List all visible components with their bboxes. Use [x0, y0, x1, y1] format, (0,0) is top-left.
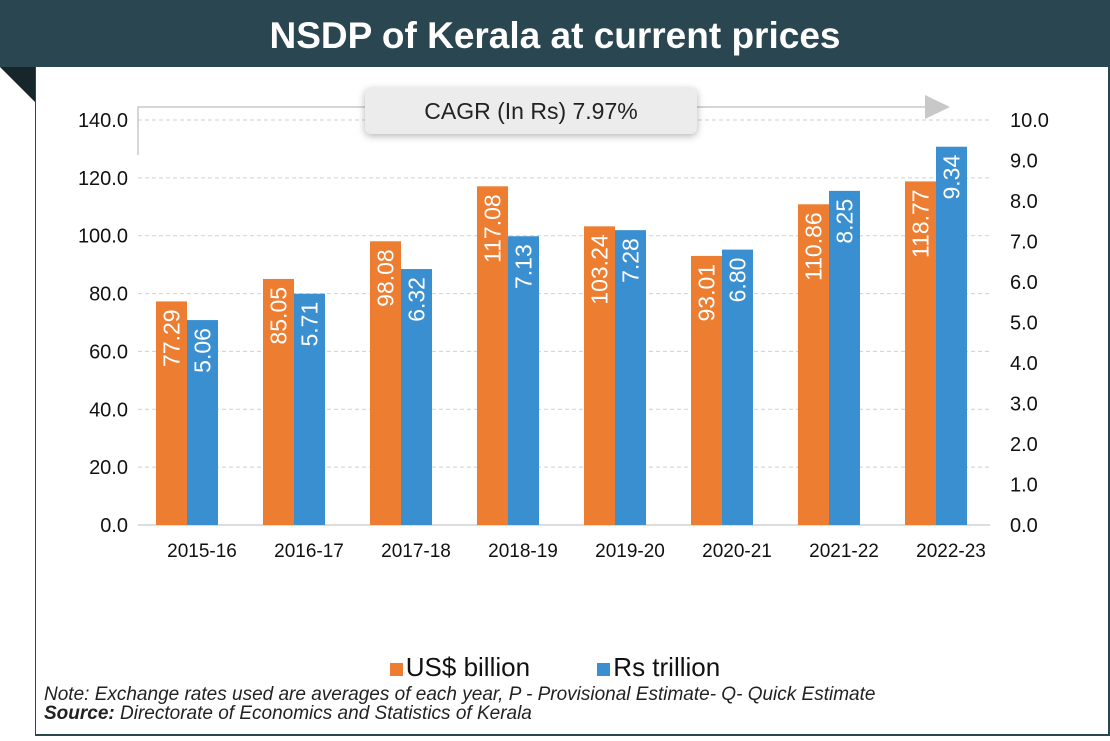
- x-tick-label: 2022-23: [916, 541, 986, 562]
- legend-swatch-usd: [389, 663, 403, 676]
- y-left-tick-label: 20.0: [89, 457, 128, 479]
- source-label: Source:: [44, 703, 115, 724]
- data-label: 9.34: [939, 155, 965, 200]
- data-label: 93.01: [694, 264, 720, 322]
- bar-usd: [370, 241, 401, 526]
- y-right-tick-label: 6.0: [1010, 272, 1038, 294]
- y-left-tick-label: 60.0: [89, 341, 128, 363]
- data-label: 77.29: [159, 309, 185, 367]
- bar-usd: [691, 255, 722, 525]
- legend-label-usd: US$ billion: [405, 652, 531, 682]
- legend-item-usd: US$ billion: [389, 652, 531, 683]
- bar-rs: [508, 236, 539, 526]
- y-right-tick-label: 8.0: [1010, 191, 1038, 213]
- cagr-arrowhead-icon: [925, 95, 950, 119]
- bar-rs: [401, 269, 432, 525]
- y-left-tick-label: 140.0: [78, 110, 128, 132]
- bar-usd: [263, 278, 294, 525]
- y-right-tick-label: 1.0: [1010, 475, 1038, 497]
- y-right-tick-label: 7.0: [1010, 232, 1038, 254]
- x-tick-label: 2015-16: [167, 541, 237, 562]
- data-label: 7.13: [511, 244, 537, 289]
- data-label: 117.08: [480, 194, 506, 263]
- data-label: 5.06: [190, 328, 216, 373]
- data-label: 7.28: [618, 238, 644, 283]
- bar-rs: [936, 146, 967, 526]
- y-right-tick-label: 9.0: [1010, 151, 1038, 173]
- y-left-tick-label: 120.0: [78, 168, 128, 190]
- legend-swatch-rs: [597, 663, 611, 676]
- y-right-tick-label: 3.0: [1010, 394, 1038, 416]
- data-label: 6.80: [725, 258, 751, 303]
- source-text: Directorate of Economics and Statistics …: [114, 703, 532, 724]
- cagr-annotation: CAGR (In Rs) 7.97%: [365, 88, 697, 134]
- chart-frame: [35, 67, 1110, 736]
- data-label: 103.24: [587, 234, 613, 305]
- bar-rs: [829, 190, 860, 525]
- bar-rs: [187, 320, 218, 525]
- y-left-tick-label: 0.0: [100, 515, 128, 537]
- data-label: 85.05: [266, 287, 292, 345]
- x-tick-label: 2020-21: [702, 541, 772, 562]
- y-left-tick-label: 80.0: [89, 284, 128, 306]
- y-right-tick-label: 4.0: [1010, 353, 1038, 375]
- legend-item-rs: Rs trillion: [597, 652, 720, 683]
- bar-rs: [294, 293, 325, 525]
- legend: US$ billion Rs trillion: [0, 652, 1110, 683]
- bar-usd: [584, 226, 615, 525]
- bar-usd: [477, 186, 508, 525]
- y-right-tick-label: 2.0: [1010, 434, 1038, 456]
- data-label: 118.77: [908, 189, 934, 258]
- y-left-tick-label: 100.0: [78, 226, 128, 248]
- bar-rs: [722, 249, 753, 525]
- data-label: 98.08: [373, 249, 399, 307]
- bar-rs: [615, 230, 646, 525]
- data-label: 6.32: [404, 277, 430, 322]
- corner-decoration: [0, 67, 36, 103]
- x-tick-label: 2016-17: [274, 541, 344, 562]
- bar-usd: [156, 301, 187, 525]
- x-tick-label: 2018-19: [488, 541, 558, 562]
- x-tick-label: 2017-18: [381, 541, 451, 562]
- bar-usd: [905, 181, 936, 526]
- chart-title: NSDP of Kerala at current prices: [0, 0, 1110, 67]
- y-right-tick-label: 10.0: [1010, 110, 1049, 132]
- y-right-tick-label: 5.0: [1010, 313, 1038, 335]
- data-label: 8.25: [832, 199, 858, 244]
- data-label: 5.71: [297, 302, 323, 347]
- bar-usd: [798, 204, 829, 525]
- source-line: Source: Directorate of Economics and Sta…: [44, 704, 875, 723]
- note-text: Note: Exchange rates used are averages o…: [44, 684, 876, 705]
- legend-label-rs: Rs trillion: [613, 652, 721, 682]
- footnote: Note: Exchange rates used are averages o…: [44, 685, 875, 723]
- y-left-tick-label: 40.0: [89, 399, 128, 421]
- y-right-tick-label: 0.0: [1010, 515, 1038, 537]
- data-label: 110.86: [801, 212, 827, 281]
- x-tick-label: 2019-20: [595, 541, 665, 562]
- x-tick-label: 2021-22: [809, 541, 879, 562]
